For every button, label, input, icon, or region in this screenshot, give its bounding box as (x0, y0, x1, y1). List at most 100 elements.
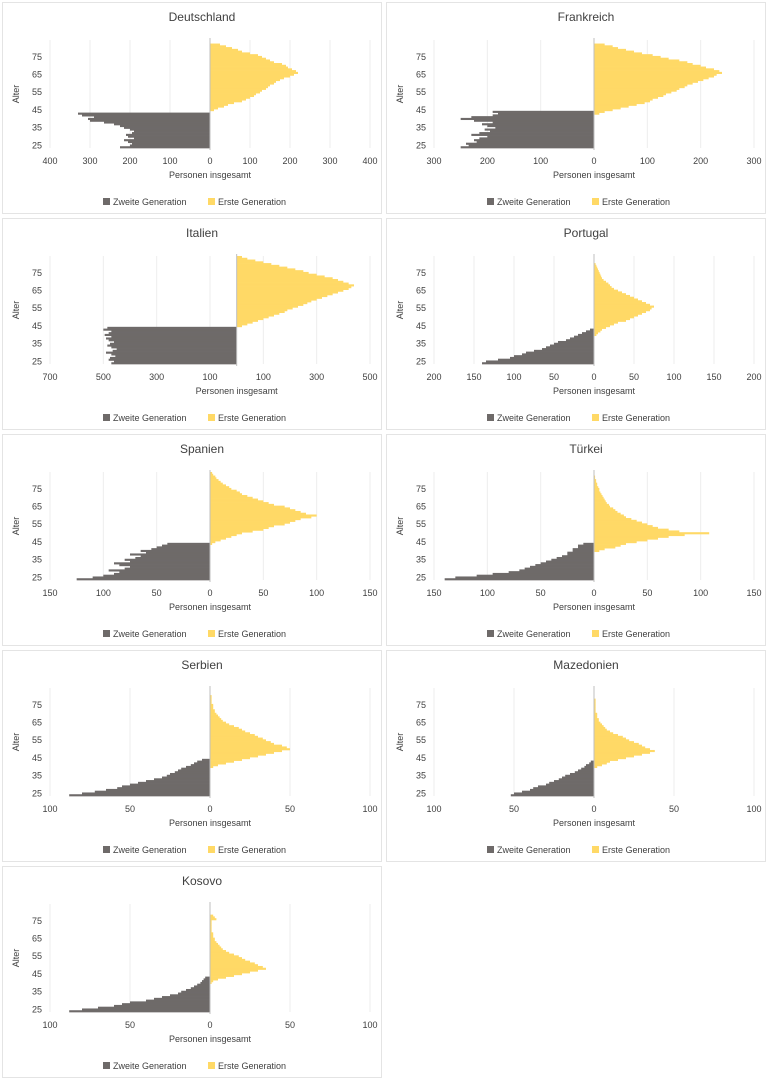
x-tick-label: 100 (96, 588, 111, 598)
bar-erste-generation (210, 760, 234, 763)
bar-zweite-generation (92, 576, 210, 579)
chart-panel-serbien: Serbien 25 35 45 55 65 75 100 50 0 50 100 Personen i… (0, 648, 384, 864)
bar-zweite-generation (130, 565, 210, 568)
bar-zweite-generation (492, 121, 594, 124)
bar-erste-generation (210, 80, 276, 83)
bar-erste-generation (594, 93, 666, 96)
bar-zweite-generation (114, 1004, 210, 1008)
bar-erste-generation (210, 930, 212, 933)
y-tick-label: 65 (32, 502, 42, 512)
bar-erste-generation (210, 973, 242, 976)
bar-zweite-generation (167, 542, 210, 545)
bar-erste-generation (210, 974, 234, 977)
bar-erste-generation (594, 307, 652, 310)
bar-erste-generation (210, 707, 214, 710)
bar-erste-generation (594, 103, 637, 106)
x-tick-label: 0 (591, 156, 596, 166)
bar-erste-generation (210, 505, 285, 508)
legend-label-zweite-generation: Zweite Generation (113, 845, 187, 855)
bar-erste-generation (236, 266, 288, 269)
bar-erste-generation (594, 110, 605, 113)
bar-erste-generation (594, 284, 610, 287)
bar-erste-generation (594, 502, 607, 505)
bar-erste-generation (594, 317, 630, 321)
bar-zweite-generation (124, 567, 210, 570)
bar-zweite-generation (492, 110, 594, 113)
x-tick-label: 100 (506, 372, 521, 382)
bar-zweite-generation (530, 565, 594, 568)
bar-zweite-generation (498, 112, 594, 115)
bar-erste-generation (594, 487, 600, 491)
bar-erste-generation (210, 100, 242, 103)
bar-erste-generation (594, 264, 597, 267)
y-tick-label: 75 (32, 52, 42, 62)
bar-erste-generation (594, 544, 621, 547)
bar-erste-generation (210, 937, 215, 940)
x-tick-label: 300 (82, 156, 97, 166)
bar-erste-generation (594, 332, 598, 335)
bar-erste-generation (594, 744, 642, 747)
x-tick-label: 100 (426, 804, 441, 814)
x-tick-label: 300 (309, 372, 324, 382)
bar-zweite-generation (178, 769, 210, 772)
bar-erste-generation (594, 496, 604, 499)
y-tick-label: 65 (416, 286, 426, 296)
x-tick-label: 50 (285, 1020, 295, 1030)
bar-erste-generation (594, 270, 599, 273)
bar-erste-generation (210, 541, 216, 544)
bar-zweite-generation (194, 985, 210, 988)
y-tick-label: 75 (32, 268, 42, 278)
bar-erste-generation (210, 723, 230, 726)
bar-erste-generation (594, 82, 693, 85)
bar-zweite-generation (114, 340, 237, 344)
bar-erste-generation (236, 309, 288, 312)
bar-erste-generation (594, 100, 650, 103)
bar-erste-generation (594, 739, 630, 742)
bar-zweite-generation (508, 571, 594, 574)
bar-zweite-generation (108, 358, 237, 361)
bar-erste-generation (594, 758, 618, 761)
y-tick-label: 65 (416, 502, 426, 512)
bar-erste-generation (594, 310, 646, 314)
bar-erste-generation (594, 287, 614, 290)
chart-title: Türkei (569, 442, 602, 456)
bar-zweite-generation (522, 353, 594, 356)
y-tick-label: 65 (32, 286, 42, 296)
bar-zweite-generation (130, 560, 210, 563)
bar-erste-generation (210, 944, 220, 947)
y-tick-label: 45 (32, 969, 42, 979)
pyramid-chart: Kosovo 25 35 45 55 65 75 100 50 0 50 100 Personen in… (11, 874, 378, 1071)
bar-erste-generation (236, 303, 304, 306)
legend-swatch-erste-generation (592, 630, 599, 637)
bar-erste-generation (594, 525, 653, 528)
y-tick-label: 45 (416, 321, 426, 331)
bar-erste-generation (210, 500, 264, 503)
legend: Zweite Generation Erste Generation (487, 197, 670, 207)
bar-erste-generation (594, 698, 596, 701)
x-tick-label: 100 (202, 372, 217, 382)
bar-erste-generation (594, 514, 624, 517)
x-tick-label: 150 (706, 372, 721, 382)
bar-erste-generation (594, 333, 597, 337)
bar-erste-generation (236, 296, 322, 299)
x-tick-label: 150 (466, 372, 481, 382)
bar-erste-generation (594, 330, 601, 333)
bar-zweite-generation (578, 546, 594, 549)
legend-label-zweite-generation: Zweite Generation (497, 629, 571, 639)
bar-zweite-generation (128, 135, 210, 138)
bar-erste-generation (236, 325, 242, 328)
bar-erste-generation (594, 48, 626, 51)
bar-erste-generation (594, 87, 680, 90)
bar-erste-generation (210, 957, 242, 960)
bar-erste-generation (594, 319, 626, 322)
bar-zweite-generation (140, 555, 210, 558)
bar-erste-generation (210, 70, 296, 73)
bar-erste-generation (594, 516, 626, 519)
bar-erste-generation (594, 54, 653, 57)
bar-erste-generation (594, 475, 596, 478)
chart-title: Mazedonien (553, 658, 618, 672)
bar-zweite-generation (197, 983, 210, 986)
bar-erste-generation (210, 73, 294, 76)
bar-erste-generation (210, 66, 288, 69)
x-tick-label: 50 (285, 804, 295, 814)
